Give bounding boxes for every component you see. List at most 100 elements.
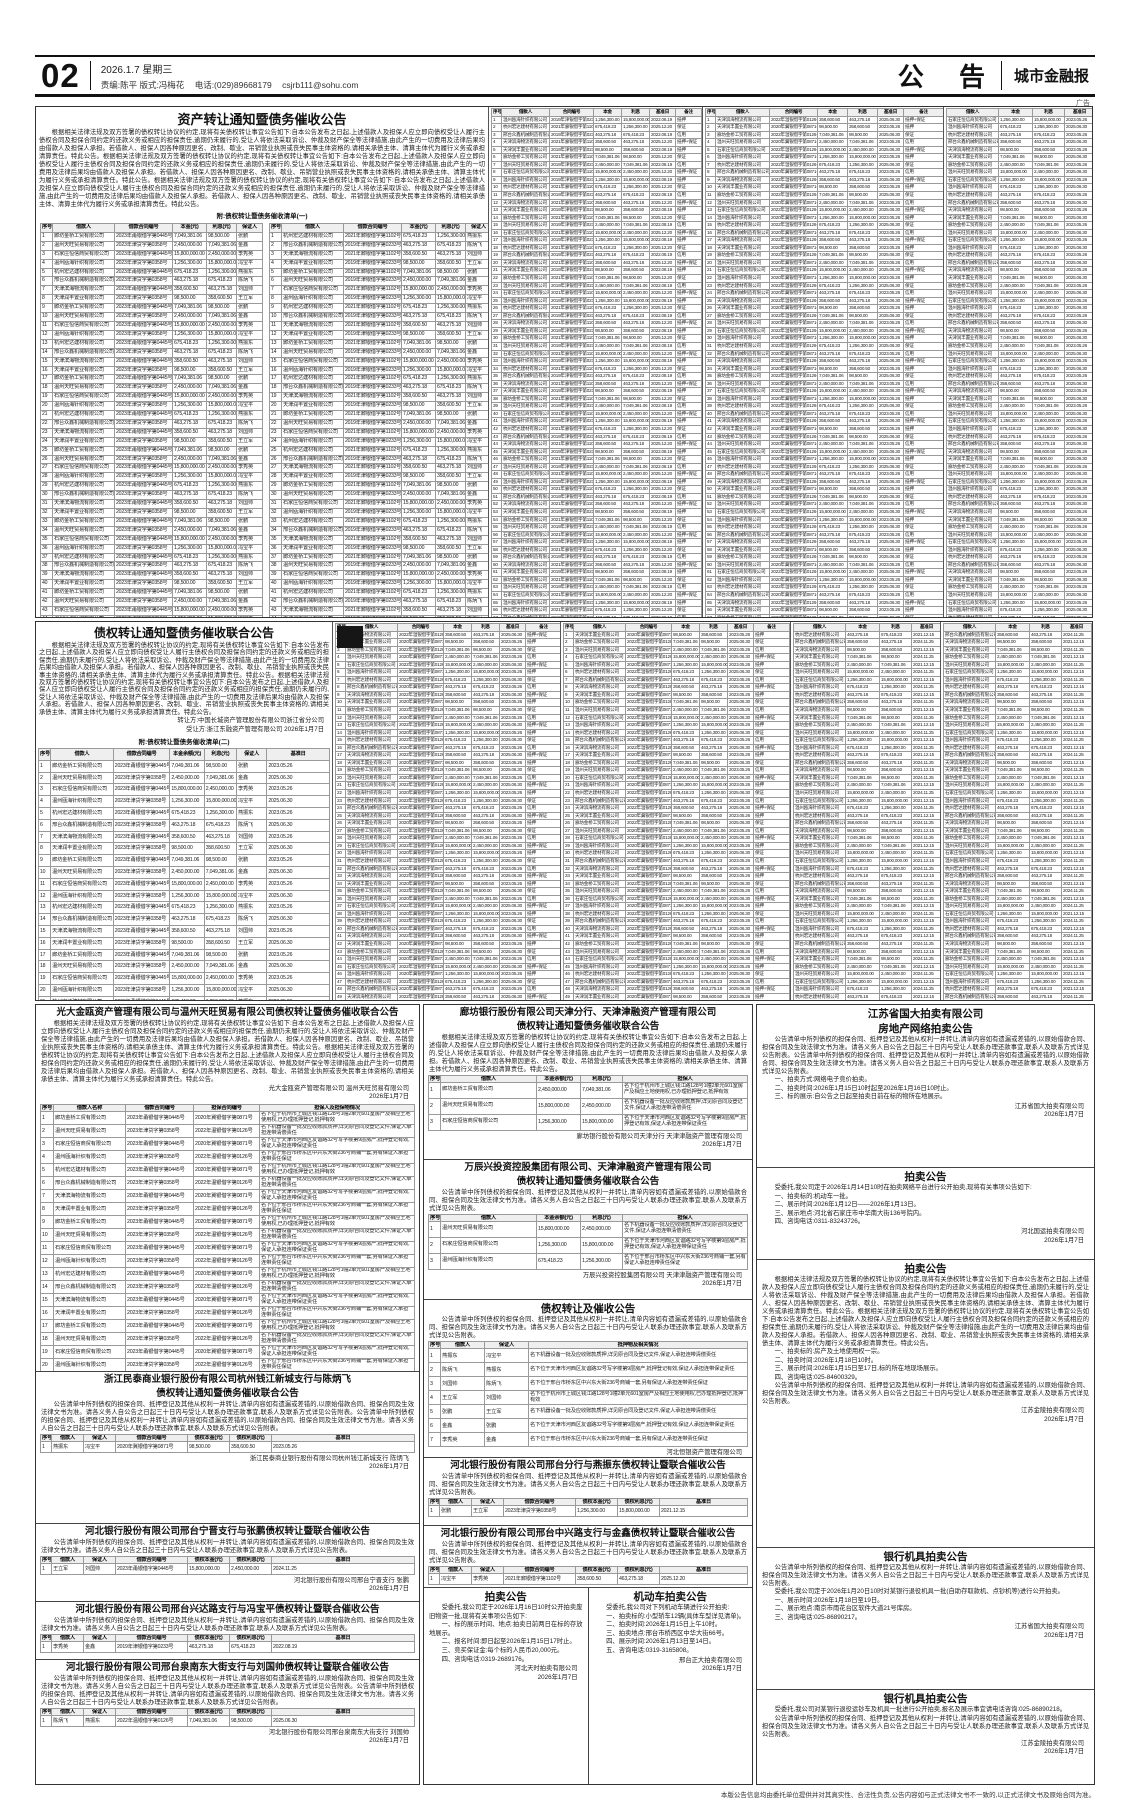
notice-wanchenxing: 万辰兴投资控股集团有限公司、天津津融资产管理有限公司 债权转让通知暨债务催收联合… (424, 1159, 752, 1299)
debt-list-table: 序号 借款人 保证人 借款合同编号 债权本金(元) 债权利息(元) 基准日 1 燕振东 冯宝平 20… (38, 1433, 417, 1454)
table-row: 13 杭州宏达建材有限公司 2023年甬银借字第0445号 675,418.23 1,2… (37, 901, 330, 915)
table-row: 杭州宏达建材有限公司 463,275.18 675,418.23 2021.12.15 (793, 811, 940, 821)
table-row: 9 廊坊金桥工贸有限公司 2023年甬银借字第0445号 2020年冀银借字第0871… (40, 1214, 415, 1229)
notice-body: 公告清单中所列债权的担保合同、抵押登记及其他从权利一并转让,清单内容如有遗漏或差… (762, 1382, 1089, 1406)
table-row: 9 杭州宏达建材有限公司 2021年廊银借字第1102号 675,418.23 1,25… (269, 303, 488, 314)
table-row: 天津滨海物流有限公司 98,500.00 358,600.50 2023.05.26 (946, 568, 1092, 577)
text-line: 受委托,我公司定于2026年1月20日10时对某银行退役机具一批(自助存取款机、… (774, 1588, 1064, 1596)
table-row: 3 石家庄恒信商贸有限公司 2023年甬银借字第0445号 15,800,000.00… (37, 783, 330, 797)
notice-subtitle: 债权转让通知暨债务催收联合公告 (516, 1175, 660, 1187)
table-row: 19 天津滨海物流有限公司 2021年廊银借字第1102号 358,600.50 463… (269, 392, 488, 403)
text-line: 三、竞买保证金:每个标的人民币20,000元。 (441, 1647, 564, 1655)
table-row: 天津滨海物流有限公司 98,500.00 358,600.50 2023.05.26 (946, 326, 1092, 336)
debt-schedule-table: 序号 借款人 合同编号 本金 利息 基准日 备注 1 天津润丰置业有限公司 2020年冀银借字第0… (560, 622, 790, 1000)
notice-title: 拍卖公告 (904, 1171, 947, 1183)
table-row: 12 天津润丰置业有限公司 2019年津银借字第0233号 98,500.00 358,… (269, 329, 488, 340)
table-row: 54廊坊金桥工贸有限公司2021年廊银借字第1102号7,049,381.069… (491, 515, 702, 525)
table-row: 杭州宏达建材有限公司 463,275.18 675,418.23 2021.12.15 (793, 872, 940, 881)
notice-body: 根据相关法律法规及双方签署的债权转让协议的约定,现将有关债权转让事宜公告如下:自… (39, 642, 329, 716)
table-row: 石家庄恒信商贸有限公司 1,256,300.00 15,800,000.00 2021… (793, 977, 940, 987)
table-row: 15 天津滨海物流有限公司 2023年甬银借字第0445号 358,600.50 463… (40, 356, 263, 367)
table-header-row: 序号 借款人 保证人 抵押物及相关情况 (428, 1341, 748, 1350)
text-line: 二、拍卖时间:2026年1月18日10时。 (774, 1356, 878, 1364)
table-row: 廊坊金桥工贸有限公司 2,450,000.00 7,049,381.06 2021.1… (943, 955, 1092, 964)
table-row: 石家庄恒信商贸有限公司 1,256,300.00 15,800,000.00 2021… (793, 675, 940, 685)
notice-asset-transfer: 资产转让通知暨债务催收公告 根据相关法律法规及双方签署的债权转让协议的约定,现将… (35, 106, 1093, 618)
column-right: 江苏省国大拍卖有限公司 房地产网络拍卖公告 公告清单中所列债权的担保合同、抵押登… (756, 1004, 1095, 1785)
text-line: 三、展示地点:河北省石家庄市中华南大街136号院内。 (774, 1209, 926, 1217)
notice-hebei-xingda: 河北银行股份有限公司邢台兴达路支行与冯宝平债权转让暨联合催收公告 公告清单中所列… (36, 1601, 419, 1659)
table-row: 35 天津滨海物流有限公司 2021年廊银借字第1102号 358,600.50 463… (269, 534, 488, 545)
table-row: 34 邢台众鑫机械制造有限公司 2019年津银借字第0233号 463,275.18 6… (269, 525, 488, 536)
notice-body: 公告清单中所列债权的担保合同、抵押登记及其他从权利一并转让,清单内容如有遗漏或差… (429, 1188, 747, 1212)
table-row: 天津润丰置业有限公司 7,049,381.06 98,500.00 2024.11.2… (943, 645, 1092, 655)
debt-list-table: 序号 借款人 保证人 借款合同编号 债权本金(元) 债权利息(元) 基准日 1 王立军 刘国帅 20… (38, 1555, 417, 1576)
table-row: 廊坊金桥工贸有限公司 2,450,000.00 7,049,381.06 2023.0… (946, 523, 1092, 532)
table-row: 1 王立军 刘国帅 2023年甬银借字第0445号 15,800,000.00 2,450… (40, 1562, 415, 1575)
table-header-row: 借款人 本金 利息 基准日 (943, 623, 1092, 632)
table-row: 6温州瓯海针织有限公司2020年冀银借字第0871号1,256,300.0015… (335, 668, 560, 677)
text-line: 江苏省国大拍卖有限公司 (1014, 1102, 1084, 1110)
table-row: 40 天津润丰置业有限公司 2023年津贷字第0358号 98,500.00 358,6… (40, 579, 263, 590)
table-row: 邢台众鑫机械制造有限公司 358,600.50 463,275.18 2024.11.… (943, 811, 1092, 821)
table-row: 23温州天旺贸易有限公司2019年津银借字第0233号2,450,000.007… (491, 281, 702, 291)
table-row: 6 邢台众鑫机械制造有限公司 2023年津贷字第0358号 2022年温银借字第012… (40, 1175, 415, 1190)
table-row: 31杭州宏达建材有限公司2022年温银借字第0126号675,418.231,2… (335, 856, 560, 866)
notice-title: 资产转让通知暨债务催收公告 (177, 112, 347, 127)
text-line: 三、拍卖地点:邢台市桥西区中华大街66号。 (606, 1629, 729, 1637)
table-row: 温州瓯海针织有限公司 675,418.23 1,256,300.00 2024.11.… (793, 864, 940, 874)
table-row: 29 廊坊金桥工贸有限公司 2021年廊银借字第1102号 7,049,381.06 9… (269, 481, 488, 492)
table-row: 38温州瓯海针织有限公司2020年冀银借字第0871号1,256,300.001… (335, 909, 560, 919)
table-row: 1 廊坊金桥工贸有限公司 2,450,000.00 7,049,381.06 名下位于杭… (428, 1081, 748, 1099)
table-row: 44温州天旺贸易有限公司2020年冀银借字第0871号2,450,000.007… (335, 955, 560, 964)
table-row: 37温州瓯海针织有限公司2020年冀银借字第0871号1,256,300.001… (563, 902, 790, 911)
table-row: 温州瓯海针织有限公司 675,418.23 1,256,300.00 2024.11.… (943, 977, 1092, 987)
signature: 江苏省国大拍卖有限公司 2026年1月7日 (759, 1102, 1092, 1121)
notice-title: 河北银行股份有限公司邢台分行与燕振东债权转让暨联合催收公告 (450, 1460, 726, 1471)
table-row: 天津润丰置业有限公司 7,049,381.06 98,500.00 2024.11.2… (943, 887, 1092, 896)
table-row: 廊坊金桥工贸有限公司 2,450,000.00 7,049,381.06 2021.1… (793, 781, 940, 791)
text-line: 江苏省国大拍卖有限公司 (1014, 1623, 1084, 1631)
table-header-row: 序号 借款人 保证人 借款合同编号 债权本金(元) 债权利息(元) 基准日 (40, 1633, 415, 1642)
notice-title: 拍卖公告 (484, 1591, 527, 1603)
table-row: 29石家庄恒信商贸有限公司2022年温银借字第0126号15,800,000.0… (335, 841, 560, 851)
table-row: 17 廊坊金桥工贸有限公司 2023年甬银借字第0445号 2020年冀银借字第087… (40, 1318, 415, 1333)
table-row: 45石家庄恒信商贸有限公司2022年温银借字第0126号15,800,000.0… (335, 962, 560, 972)
table-row: 29天津润丰置业有限公司2019年津银借字第0233号98,500.00358,… (491, 326, 702, 336)
table-row: 天津润丰置业有限公司 7,049,381.06 98,500.00 2025.06.3… (946, 153, 1092, 162)
table-row: 58 天津润丰置业有限公司 2020年冀银借字第0871号 98,500.00 358,… (705, 545, 943, 555)
table-row: 49天津滨海物流有限公司2022年温银借字第0126号358,600.50463… (335, 992, 560, 1000)
table-row: 21 廊坊金桥工贸有限公司 2021年廊银借字第1102号 7,049,381.06 9… (269, 410, 488, 420)
table-row: 温州天旺贸易有限公司 15,800,000.00 2,450,000.00 2024.… (793, 668, 940, 677)
text-line: 浙江民泰商业银行股份有限公司杭州钱江新城支行 陈炳飞 (249, 1454, 409, 1462)
table-row: 20石家庄恒信商贸有限公司2022年温银借字第0126号15,800,000.0… (563, 773, 790, 783)
table-row: 12 温州瓯海针织有限公司 2023年津贷字第0358号 2022年温银借字第0126… (40, 1253, 415, 1268)
table-row: 38 温州天旺贸易有限公司 2019年津银借字第0233号 2,450,000.00 7… (269, 561, 488, 572)
table-row: 63温州天旺贸易有限公司2019年津银借字第0233号2,450,000.007… (491, 583, 702, 592)
table-row: 天津滨海物流有限公司 98,500.00 358,600.50 2021.12.15 (793, 766, 940, 775)
text-line: 河北恒银资产管理有限公司 (666, 1449, 742, 1457)
table-row: 19 石家庄恒信商贸有限公司 2023年甬银借字第0445号 15,800,000.0… (37, 972, 330, 985)
table-row: 24石家庄恒信商贸有限公司2021年廊银借字第1102号15,800,000.0… (491, 289, 702, 298)
table-row: 1 冯宝平 李秀英 2021年廊银借字第1102号 358,600.50 463,275.… (428, 1572, 748, 1585)
table-row: 26 温州天旺贸易有限公司 2023年津贷字第0358号 2,450,000.00 7,… (40, 454, 263, 465)
debt-schedule-table: 借款人 本金 利息 基准日 邢台众鑫机械制造有限公司 358,600.50 463,275.… (940, 622, 1092, 1000)
table-row: 温州瓯海针织有限公司 675,418.23 1,256,300.00 2024.11.… (943, 796, 1092, 806)
table-row: 66杭州宏达建材有限公司2021年廊银借字第1102号675,418.231,2… (491, 606, 702, 615)
table-row: 石家庄恒信商贸有限公司 1,256,300.00 15,800,000.00 2023… (946, 115, 1092, 125)
table-row: 20天津滨海物流有限公司2021年廊银借字第1102号358,600.50463… (491, 258, 702, 268)
table-row: 64石家庄恒信商贸有限公司2021年廊银借字第1102号15,800,000.0… (491, 591, 702, 600)
table-row: 7 石家庄恒信商贸有限公司 2021年廊银借字第1102号 15,800,000.00… (269, 285, 488, 296)
table-header-row: 序号 借款人 借款合同编号 本金(元) 利息(元) 保证人 (269, 223, 488, 233)
table-row: 4 温州瓯海针织有限公司 2023年津贷字第0358号 1,256,300.00 15,… (40, 258, 263, 269)
table-row: 天津滨海物流有限公司 98,500.00 358,600.50 2021.12.15 (793, 826, 940, 836)
table-row: 石家庄恒信商贸有限公司 1,256,300.00 15,800,000.00 2021… (793, 796, 940, 806)
notice-title: 河北银行股份有限公司邢台中兴路支行与金鑫债权转让暨联合催收公告 (440, 1528, 736, 1539)
table-row: 42廊坊金桥工贸有限公司2022年温银借字第0126号7,049,381.069… (563, 939, 790, 949)
table-row: 34 温州天旺贸易有限公司 2023年津贷字第0358号 2,450,000.00 7,… (40, 525, 263, 536)
